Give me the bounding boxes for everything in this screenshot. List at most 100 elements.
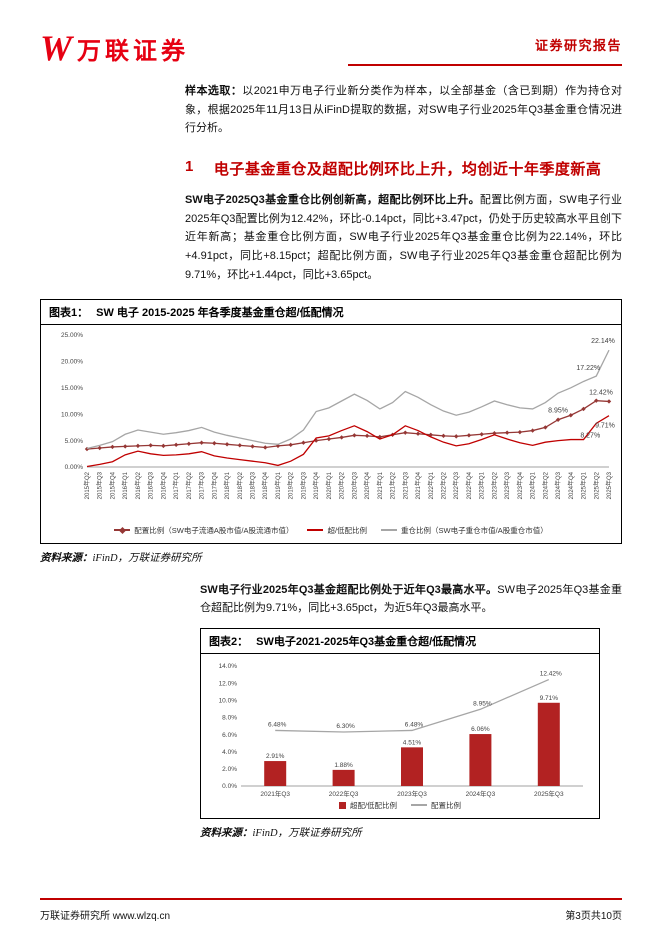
svg-text:2021年Q3: 2021年Q3 — [401, 471, 409, 499]
svg-text:2020年Q4: 2020年Q4 — [363, 471, 371, 499]
svg-text:2024年Q3: 2024年Q3 — [466, 789, 496, 798]
legend-item: 重仓比例（SW电子重仓市值/A股重仓市值） — [381, 525, 548, 536]
svg-text:2017年Q4: 2017年Q4 — [210, 471, 218, 499]
svg-text:8.27%: 8.27% — [580, 432, 600, 439]
figure-1-plot: 0.00% 5.00% 10.00% 15.00% 20.00% 25.00% 2015年Q… — [61, 332, 615, 499]
svg-text:2019年Q3: 2019年Q3 — [299, 471, 307, 499]
legend-bar-swatch — [338, 801, 346, 809]
svg-text:2022年Q4: 2022年Q4 — [465, 471, 473, 499]
svg-text:12.0%: 12.0% — [219, 680, 238, 687]
legend-label: 超配/低配比例 — [349, 800, 398, 810]
svg-text:8.95%: 8.95% — [548, 407, 568, 414]
svg-text:2020年Q3: 2020年Q3 — [350, 471, 358, 499]
figure-2-source-label: 资料来源： — [200, 827, 253, 839]
legend-label: 配置比例（SW电子流通A股市值/A股流通市值） — [134, 525, 294, 535]
svg-text:14.0%: 14.0% — [219, 663, 238, 670]
svg-text:2019年Q4: 2019年Q4 — [312, 471, 320, 499]
svg-text:2023年Q3: 2023年Q3 — [397, 789, 427, 798]
figure-1-source: 资料来源：iFinD，万联证券研究所 — [40, 550, 622, 565]
svg-text:2022年Q2: 2022年Q2 — [439, 471, 447, 499]
header-divider — [348, 64, 622, 66]
svg-text:2016年Q3: 2016年Q3 — [147, 471, 155, 499]
figure-1-caption: 图表1： SW 电子 2015-2025 年各季度基金重仓超/低配情况 — [41, 300, 621, 325]
figure-1-source-label: 资料来源： — [40, 552, 93, 564]
svg-text:2025年Q3: 2025年Q3 — [534, 789, 564, 798]
svg-text:17.22%: 17.22% — [576, 365, 600, 372]
svg-text:15.00%: 15.00% — [61, 385, 83, 392]
svg-text:2025年Q1: 2025年Q1 — [580, 471, 588, 499]
page-footer: 万联证券研究所 www.wlzq.cn 第3页共10页 — [40, 898, 622, 922]
svg-text:2016年Q2: 2016年Q2 — [134, 471, 142, 499]
svg-text:2023年Q1: 2023年Q1 — [478, 471, 486, 499]
svg-text:2018年Q2: 2018年Q2 — [236, 471, 244, 499]
svg-text:12.42%: 12.42% — [540, 670, 562, 677]
figure-2: 图表2： SW电子2021-2025年Q3基金重仓超/低配情况 0.0% 2.0%… — [200, 627, 600, 819]
svg-text:6.0%: 6.0% — [222, 732, 237, 739]
legend-line-swatch — [381, 529, 398, 531]
logo-w-icon: W — [40, 28, 73, 69]
svg-text:2025年Q3: 2025年Q3 — [605, 471, 613, 499]
svg-text:2021年Q3: 2021年Q3 — [260, 789, 290, 798]
svg-text:2023年Q3: 2023年Q3 — [503, 471, 511, 499]
analysis-paragraph-2-lead: SW电子行业2025年Q3基金超配比例处于近年Q3最高水平。 — [200, 583, 498, 596]
logo-company-name: 万联证券 — [77, 38, 190, 65]
legend-item: 配置比例（SW电子流通A股市值/A股流通市值） — [114, 525, 293, 536]
figure-2-source: 资料来源：iFinD，万联证券研究所 — [200, 825, 622, 840]
figure-2-caption: 图表2： SW电子2021-2025年Q3基金重仓超/低配情况 — [201, 629, 599, 654]
figure-1-legend: 配置比例（SW电子流通A股市值/A股流通市值） 超/低配比例 重仓比例（SW电子重仓… — [41, 525, 621, 543]
svg-text:2021年Q1: 2021年Q1 — [376, 471, 384, 499]
legend-label: 超/低配比例 — [327, 525, 368, 535]
svg-text:0.00%: 0.00% — [65, 464, 84, 471]
sample-selection-label: 样本选取： — [185, 85, 243, 97]
svg-text:2017年Q1: 2017年Q1 — [172, 471, 180, 499]
svg-text:22.14%: 22.14% — [591, 338, 615, 345]
svg-text:2024年Q2: 2024年Q2 — [541, 471, 549, 499]
svg-text:2022年Q3: 2022年Q3 — [329, 789, 359, 798]
analysis-paragraph-2: SW电子行业2025年Q3基金超配比例处于近年Q3最高水平。SW电子2025年Q… — [200, 581, 622, 618]
svg-text:2016年Q1: 2016年Q1 — [121, 471, 129, 499]
svg-text:10.0%: 10.0% — [219, 697, 238, 704]
svg-text:2.0%: 2.0% — [222, 766, 237, 773]
svg-text:6.48%: 6.48% — [268, 721, 287, 728]
svg-text:2023年Q4: 2023年Q4 — [516, 471, 524, 499]
svg-text:2024年Q4: 2024年Q4 — [567, 471, 575, 499]
svg-text:2018年Q1: 2018年Q1 — [223, 471, 231, 499]
svg-text:2015年Q2: 2015年Q2 — [83, 471, 91, 499]
svg-text:2021年Q2: 2021年Q2 — [389, 471, 397, 499]
analysis-paragraph-2-text: SW电子2025年Q3基金重仓超配比例为9.71%，同比+3.65pct，为近5… — [200, 583, 622, 615]
legend-line-swatch — [307, 529, 324, 531]
legend-item: 超配/低配比例 — [338, 800, 398, 811]
svg-text:6.30%: 6.30% — [336, 723, 355, 730]
section-heading: 1 电子基金重仓及超配比例环比上升，均创近十年季度新高 — [185, 158, 622, 179]
figure-1-source-text: iFinD，万联证券研究所 — [92, 552, 202, 564]
svg-text:4.51%: 4.51% — [403, 739, 422, 746]
svg-text:25.00%: 25.00% — [61, 332, 83, 339]
analysis-paragraph-1-text: 配置比例方面，SW电子行业2025年Q3配置比例为12.42%，环比-0.14p… — [185, 194, 622, 281]
figure-2-plot: 0.0% 2.0% 4.0% 6.0% 8.0% 10.0% 12.0% 14.0% 2021年… — [219, 663, 583, 798]
svg-text:2023年Q2: 2023年Q2 — [490, 471, 498, 499]
legend-item: 配置比例 — [411, 800, 461, 811]
footer-org-url: 万联证券研究所 www.wlzq.cn — [40, 911, 171, 922]
svg-text:6.48%: 6.48% — [405, 721, 424, 728]
svg-text:9.71%: 9.71% — [595, 422, 615, 429]
figure-1: 图表1： SW 电子 2015-2025 年各季度基金重仓超/低配情况 0.00… — [40, 298, 622, 544]
svg-text:8.0%: 8.0% — [222, 715, 237, 722]
legend-line-swatch — [411, 804, 428, 807]
page-header: W 万联证券 证券研究报告 — [40, 24, 622, 69]
svg-text:2022年Q1: 2022年Q1 — [427, 471, 435, 499]
legend-line-swatch — [114, 526, 131, 534]
figure-1-label: 图表1： — [49, 306, 89, 319]
svg-text:8.95%: 8.95% — [473, 700, 492, 707]
svg-text:4.0%: 4.0% — [222, 749, 237, 756]
svg-text:2018年Q4: 2018年Q4 — [261, 471, 269, 499]
report-type-label: 证券研究报告 — [534, 38, 622, 53]
svg-text:2.91%: 2.91% — [266, 753, 285, 760]
figure-2-label: 图表2： — [209, 635, 249, 648]
svg-text:10.00%: 10.00% — [61, 411, 83, 418]
legend-item: 超/低配比例 — [307, 525, 367, 536]
sample-selection-text: 以2021申万电子行业新分类作为样本，以全部基金（含已到期）作为持仓对象，根据2… — [185, 85, 623, 135]
svg-text:2019年Q1: 2019年Q1 — [274, 471, 282, 499]
figure-1-title-text: SW 电子 2015-2025 年各季度基金重仓超/低配情况 — [96, 306, 344, 319]
section-heading-text: 电子基金重仓及超配比例环比上升，均创近十年季度新高 — [213, 161, 602, 179]
